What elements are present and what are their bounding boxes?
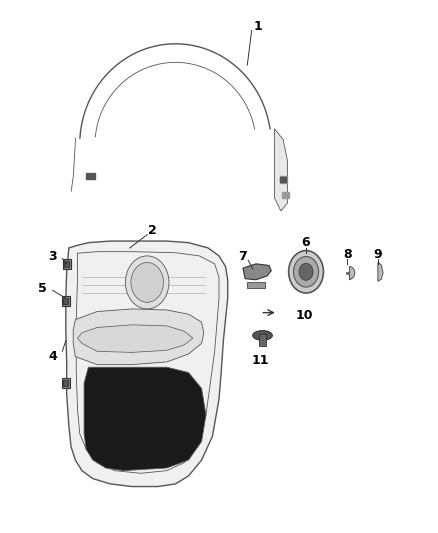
Text: 2: 2: [148, 224, 157, 238]
Polygon shape: [378, 262, 383, 281]
Text: 1: 1: [254, 20, 262, 34]
Circle shape: [299, 263, 313, 280]
Text: 7: 7: [239, 251, 247, 263]
Polygon shape: [243, 264, 271, 280]
Text: 8: 8: [343, 248, 352, 261]
Circle shape: [293, 256, 318, 287]
Polygon shape: [274, 129, 287, 211]
Bar: [280, 177, 286, 182]
Circle shape: [289, 251, 323, 293]
Bar: [64, 261, 69, 266]
Polygon shape: [78, 325, 193, 352]
Bar: [63, 259, 71, 269]
Circle shape: [125, 256, 169, 309]
Bar: [279, 176, 286, 183]
Bar: [62, 296, 70, 306]
Bar: [62, 378, 70, 388]
Text: 3: 3: [49, 251, 57, 263]
Wedge shape: [350, 266, 355, 279]
Bar: [247, 282, 265, 288]
Polygon shape: [84, 367, 206, 471]
Text: 9: 9: [374, 248, 382, 261]
Circle shape: [131, 263, 163, 302]
Text: 5: 5: [39, 282, 47, 295]
Bar: [86, 173, 95, 179]
Text: 11: 11: [251, 354, 269, 367]
Text: 6: 6: [302, 236, 311, 249]
Bar: [64, 380, 68, 386]
Bar: [64, 298, 68, 304]
Ellipse shape: [253, 330, 272, 340]
Bar: [282, 192, 289, 198]
Text: 4: 4: [48, 350, 57, 363]
Text: 10: 10: [295, 309, 313, 322]
Bar: [259, 334, 266, 346]
Polygon shape: [66, 241, 228, 487]
Polygon shape: [73, 309, 204, 365]
